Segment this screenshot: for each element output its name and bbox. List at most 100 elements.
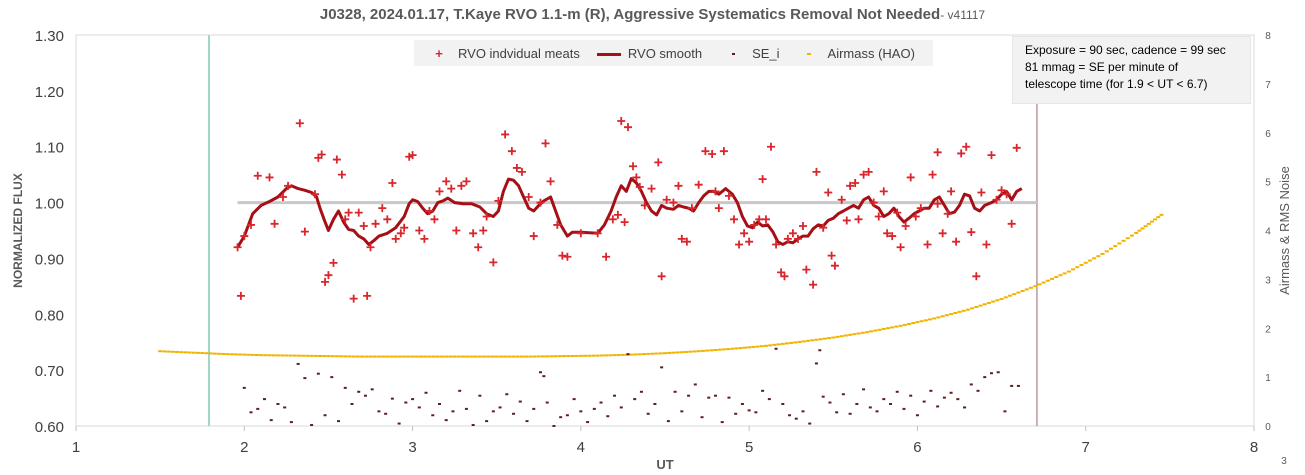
airmass-point: [456, 355, 461, 358]
airmass-point: [1104, 250, 1109, 253]
measurement-point: [558, 251, 567, 260]
airmass-point: [242, 353, 247, 356]
y2-tick-label: 4: [1265, 227, 1271, 238]
airmass-point: [612, 354, 617, 357]
se-point: [963, 406, 967, 409]
airmass-point: [444, 355, 449, 358]
airmass-point: [1050, 277, 1055, 280]
measurement-point: [947, 187, 956, 196]
airmass-point: [254, 354, 259, 357]
airmass-point: [717, 348, 722, 351]
airmass-point: [923, 319, 928, 322]
measurement-point: [1007, 219, 1016, 228]
airmass-point: [785, 342, 790, 345]
measurement-point: [317, 150, 326, 159]
airmass-point: [292, 354, 297, 357]
chart-title-main: J0328, 2024.01.17, T.Kaye RVO 1.1-m (R),…: [319, 6, 941, 23]
legend-plus-marker: +: [435, 45, 443, 61]
airmass-point: [288, 354, 293, 357]
measurement-point: [383, 215, 392, 224]
measurement-point: [278, 192, 287, 201]
se-point: [619, 406, 623, 409]
measurement-point: [869, 198, 878, 207]
airmass-point: [814, 338, 819, 341]
airmass-point: [599, 354, 604, 357]
se-point: [848, 412, 852, 415]
airmass-point: [574, 354, 579, 357]
airmass-point: [301, 354, 306, 357]
airmass-point: [162, 350, 167, 353]
measurement-point: [798, 222, 807, 231]
measurement-point: [745, 237, 754, 246]
x-tick-label: 5: [745, 439, 753, 456]
airmass-point: [313, 354, 318, 357]
airmass-point: [587, 354, 592, 357]
airmass-point: [684, 350, 689, 353]
airmass-point: [423, 355, 428, 358]
se-point: [626, 353, 630, 356]
airmass-point: [397, 355, 402, 358]
se-point: [323, 414, 327, 417]
airmass-point: [965, 308, 970, 311]
x-tick-label: 7: [1082, 439, 1090, 456]
measurement-point: [677, 234, 686, 243]
airmass-point: [999, 297, 1004, 300]
measurement-point: [911, 212, 920, 221]
se-point: [1003, 410, 1007, 413]
airmass-point: [246, 353, 251, 356]
se-point: [734, 412, 738, 415]
airmass-point: [166, 350, 171, 353]
x-tick-label: 3: [408, 439, 416, 456]
airmass-point: [759, 345, 764, 348]
airmass-point: [347, 355, 352, 358]
airmass-point: [170, 350, 175, 353]
airmass-point: [263, 354, 268, 357]
measurement-point: [247, 220, 256, 229]
y2-tick-label: 6: [1265, 129, 1271, 140]
se-point: [397, 422, 401, 425]
airmass-point: [1033, 285, 1038, 288]
airmass-point: [1058, 274, 1063, 277]
measurement-point: [632, 173, 641, 182]
airmass-point: [978, 304, 983, 307]
airmass-point: [772, 343, 777, 346]
airmass-point: [616, 354, 621, 357]
airmass-point: [742, 346, 747, 349]
airmass-point: [852, 333, 857, 336]
airmass-point: [1016, 291, 1021, 294]
airmass-point: [1108, 247, 1113, 250]
airmass-point: [667, 351, 672, 354]
airmass-point: [305, 354, 310, 357]
se-point: [505, 393, 509, 396]
measurement-point: [901, 222, 910, 231]
airmass-point: [835, 335, 840, 338]
se-point: [929, 389, 933, 392]
measurement-point: [761, 215, 770, 224]
airmass-point: [827, 337, 832, 340]
y-tick-label: 0.90: [35, 251, 64, 268]
airmass-point: [591, 354, 596, 357]
measurement-point: [657, 272, 666, 281]
measurement-point: [916, 204, 925, 213]
measurement-point: [694, 180, 703, 189]
se-point: [767, 398, 771, 401]
measurement-point: [337, 170, 346, 179]
measurement-point: [442, 177, 451, 186]
airmass-point: [1045, 279, 1050, 282]
se-point: [444, 419, 448, 422]
se-point: [835, 411, 839, 414]
se-point: [525, 420, 529, 423]
airmass-point: [1029, 286, 1034, 289]
airmass-point: [267, 354, 272, 357]
measurement-point: [233, 243, 242, 252]
airmass-point: [1024, 288, 1029, 291]
airmass-point: [187, 351, 192, 354]
airmass-point: [641, 353, 646, 356]
measurement-point: [714, 204, 723, 213]
airmass-point: [511, 355, 516, 358]
measurement-point: [363, 291, 372, 300]
airmass-point: [549, 355, 554, 358]
se-point: [660, 366, 664, 369]
se-point: [330, 376, 334, 379]
airmass-point: [700, 349, 705, 352]
